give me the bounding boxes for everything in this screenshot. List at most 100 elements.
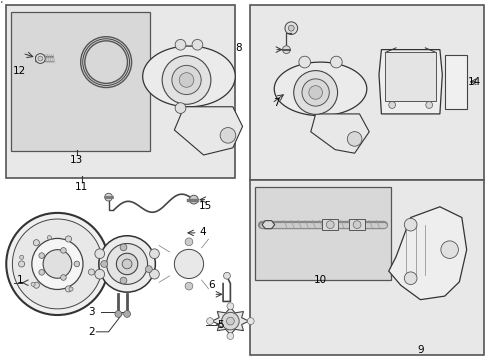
Bar <box>349 219 365 230</box>
Circle shape <box>220 127 236 143</box>
Text: 5: 5 <box>217 320 223 330</box>
Circle shape <box>101 261 108 267</box>
Circle shape <box>116 253 138 275</box>
Circle shape <box>123 311 130 318</box>
Circle shape <box>175 103 186 113</box>
Circle shape <box>69 287 73 291</box>
Polygon shape <box>174 107 243 155</box>
Polygon shape <box>143 46 235 107</box>
Circle shape <box>88 269 95 275</box>
Circle shape <box>299 56 311 68</box>
Circle shape <box>207 318 214 324</box>
Circle shape <box>32 238 83 289</box>
Circle shape <box>226 317 234 325</box>
Circle shape <box>326 221 334 229</box>
Polygon shape <box>212 307 249 335</box>
Circle shape <box>330 56 342 68</box>
Text: 13: 13 <box>70 156 83 165</box>
Circle shape <box>12 219 102 309</box>
Text: 12: 12 <box>13 66 26 76</box>
Circle shape <box>48 235 51 240</box>
Circle shape <box>185 282 193 290</box>
Text: 11: 11 <box>75 182 88 192</box>
Circle shape <box>288 25 294 31</box>
Circle shape <box>6 213 109 315</box>
Text: 4: 4 <box>199 227 206 237</box>
Polygon shape <box>389 207 466 300</box>
Polygon shape <box>262 221 275 229</box>
Circle shape <box>149 249 159 258</box>
Circle shape <box>66 286 72 292</box>
Circle shape <box>39 270 45 275</box>
Circle shape <box>19 261 25 267</box>
Circle shape <box>146 266 152 273</box>
Circle shape <box>247 318 254 324</box>
Circle shape <box>162 56 211 104</box>
Circle shape <box>61 275 66 280</box>
Bar <box>250 5 484 180</box>
Text: 7: 7 <box>273 98 280 108</box>
Circle shape <box>120 244 127 251</box>
Text: 6: 6 <box>209 280 215 290</box>
Circle shape <box>347 132 362 146</box>
Circle shape <box>35 54 45 63</box>
Circle shape <box>74 261 80 267</box>
Circle shape <box>61 248 66 253</box>
Circle shape <box>39 253 45 258</box>
Bar <box>385 53 436 102</box>
Circle shape <box>285 22 297 35</box>
Circle shape <box>66 236 72 242</box>
Circle shape <box>43 249 72 278</box>
Circle shape <box>426 102 433 108</box>
Text: 14: 14 <box>467 77 481 87</box>
Bar <box>11 12 150 152</box>
Text: 15: 15 <box>198 201 212 211</box>
Circle shape <box>185 238 193 246</box>
Text: 1: 1 <box>17 275 23 285</box>
Circle shape <box>221 312 239 330</box>
Circle shape <box>227 333 234 339</box>
Circle shape <box>283 46 290 54</box>
Circle shape <box>190 195 198 204</box>
Circle shape <box>389 102 395 108</box>
Circle shape <box>172 66 201 95</box>
Text: 3: 3 <box>88 307 95 317</box>
Circle shape <box>99 236 155 292</box>
Polygon shape <box>311 114 369 153</box>
Circle shape <box>192 39 203 50</box>
Circle shape <box>175 39 186 50</box>
Circle shape <box>404 218 417 231</box>
Circle shape <box>441 241 459 258</box>
Bar <box>250 180 484 355</box>
Circle shape <box>33 282 39 288</box>
Circle shape <box>31 282 35 286</box>
Circle shape <box>149 269 159 279</box>
Circle shape <box>223 272 230 279</box>
Circle shape <box>120 277 127 284</box>
Circle shape <box>105 193 113 201</box>
Polygon shape <box>379 50 442 114</box>
Bar <box>322 219 338 230</box>
Text: 10: 10 <box>314 275 327 285</box>
Circle shape <box>33 240 39 246</box>
Circle shape <box>302 79 329 106</box>
Circle shape <box>227 303 234 310</box>
Circle shape <box>20 255 24 259</box>
Circle shape <box>353 221 361 229</box>
Circle shape <box>294 71 338 114</box>
Circle shape <box>309 86 322 99</box>
Bar <box>255 187 391 280</box>
Text: 2: 2 <box>88 327 95 337</box>
Circle shape <box>115 311 122 318</box>
Polygon shape <box>274 62 367 116</box>
Circle shape <box>95 269 104 279</box>
Text: 8: 8 <box>235 43 242 53</box>
Circle shape <box>179 73 194 87</box>
Circle shape <box>38 56 43 61</box>
Polygon shape <box>445 55 466 109</box>
Bar <box>6 5 235 178</box>
Circle shape <box>404 272 417 284</box>
Circle shape <box>95 249 104 258</box>
Circle shape <box>107 243 147 284</box>
Circle shape <box>174 249 203 279</box>
